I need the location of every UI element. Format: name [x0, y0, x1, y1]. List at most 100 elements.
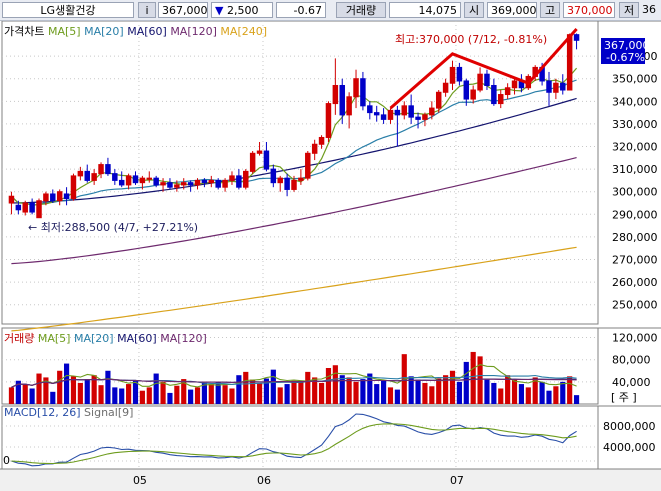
candle-body — [442, 82, 449, 93]
candle-body — [380, 114, 387, 120]
legend-ma240[interactable]: MA[240] — [220, 25, 268, 38]
candle-body — [339, 84, 345, 116]
candle-body — [560, 82, 566, 91]
macd-zero-label: 0 — [3, 454, 10, 467]
volume-bar — [126, 384, 132, 404]
volume-bar — [546, 390, 552, 404]
vol-legend-ma60[interactable]: MA[60] — [117, 332, 157, 345]
candle-body — [63, 193, 70, 199]
candle-body — [504, 87, 511, 96]
candle-body — [387, 109, 394, 120]
volume-label: 거래량 — [336, 2, 386, 18]
candle-body — [484, 73, 490, 86]
volume-bar — [443, 375, 449, 404]
volume-bar — [325, 368, 332, 404]
macd-legend: MACD[12, 26] Signal[9] — [4, 406, 133, 419]
legend-ma20[interactable]: MA[20] — [84, 25, 124, 38]
y-tick-label: 250,000 — [612, 299, 658, 312]
candle-body — [118, 179, 125, 186]
volume-bar — [387, 387, 394, 404]
vol-legend-ma20[interactable]: MA[20] — [73, 332, 114, 345]
legend-ma60[interactable]: MA[60] — [127, 25, 167, 38]
stock-chart[interactable]: 최고:370,000 (7/12, -0.81%) ← 최저:288,500 (… — [0, 21, 661, 491]
legend-ma5[interactable]: MA[5] — [47, 25, 81, 38]
volume-bar — [498, 388, 504, 404]
volume-bar — [167, 392, 173, 404]
volume-bar — [70, 376, 77, 404]
candle-body — [291, 179, 297, 190]
macd-tick-label: 8000,000 — [603, 420, 656, 433]
volume-bar — [429, 386, 435, 404]
volume-bar — [339, 375, 345, 404]
candle-body — [153, 177, 159, 186]
volume-bar — [36, 373, 42, 404]
candle-body — [422, 114, 428, 120]
change-percent: -0.67 — [276, 2, 326, 18]
volume-bar — [381, 380, 387, 404]
candle-body — [56, 191, 63, 202]
volume-bar — [539, 381, 545, 404]
macd-lines — [2, 413, 598, 467]
candle-body — [91, 173, 97, 181]
candle-body — [132, 175, 139, 184]
volume-bar — [8, 387, 15, 404]
candle-body — [401, 105, 408, 116]
candle-body — [449, 66, 456, 84]
volume-bar — [422, 382, 428, 404]
candle-body — [105, 164, 111, 175]
candle-body — [360, 78, 366, 107]
volume-bar — [229, 388, 235, 404]
volume-bar — [77, 382, 83, 404]
volume-bar — [146, 387, 152, 404]
volume-bar — [236, 375, 242, 404]
ma60-line — [11, 97, 577, 204]
vol-tick-label: 120,000 — [612, 332, 658, 345]
volume-bar — [367, 373, 373, 404]
y-tick-label: 290,000 — [612, 208, 658, 221]
candle-body — [325, 103, 332, 138]
volume-bar — [298, 381, 304, 404]
volume-bar — [511, 379, 518, 404]
stock-name-field[interactable]: LG생활건강 — [2, 2, 134, 18]
candle-body — [573, 34, 580, 41]
candle-body — [249, 152, 256, 172]
volume-bar — [449, 370, 456, 404]
low-label: 저 — [619, 2, 639, 18]
volume-bar — [525, 387, 531, 404]
info-button[interactable]: i — [138, 2, 156, 18]
candle-body — [305, 152, 311, 179]
candle-body — [50, 193, 56, 202]
volume-bar — [560, 381, 566, 404]
vol-legend-ma5[interactable]: MA[5] — [37, 332, 71, 345]
volume-bar — [181, 379, 187, 404]
volume-bar — [57, 370, 63, 404]
current-price-tag: 367,000 -0.67% — [601, 38, 650, 64]
candle-body — [215, 179, 221, 188]
x-axis-label: 05 — [133, 474, 147, 487]
candle-body — [139, 177, 146, 184]
volume-bar — [160, 381, 166, 404]
x-axis-label: 07 — [450, 474, 464, 487]
candle-body — [298, 177, 304, 181]
candle-body — [229, 175, 235, 181]
volume-bar — [470, 351, 476, 404]
candle-body — [415, 116, 421, 120]
y-axis-labels: 360,000350,000340,000330,000320,000310,0… — [603, 50, 658, 454]
vol-legend-ma120[interactable]: MA[120] — [160, 332, 207, 345]
candle-body — [77, 170, 84, 177]
volume-bar — [553, 386, 559, 404]
y-tick-label: 300,000 — [612, 186, 658, 199]
legend-ma120[interactable]: MA[120] — [170, 25, 217, 38]
volume-bar — [215, 381, 221, 404]
candle-body — [236, 175, 242, 188]
candle-body — [208, 179, 215, 184]
candle-body — [429, 107, 435, 116]
candle-body — [463, 80, 470, 100]
candle-body — [498, 94, 504, 105]
candle-body — [408, 105, 414, 118]
current-price: 367,000 — [158, 2, 208, 18]
candle-body — [456, 66, 463, 82]
volume-bar — [112, 387, 118, 404]
volume-bar — [222, 385, 228, 404]
candle-body — [187, 182, 194, 186]
